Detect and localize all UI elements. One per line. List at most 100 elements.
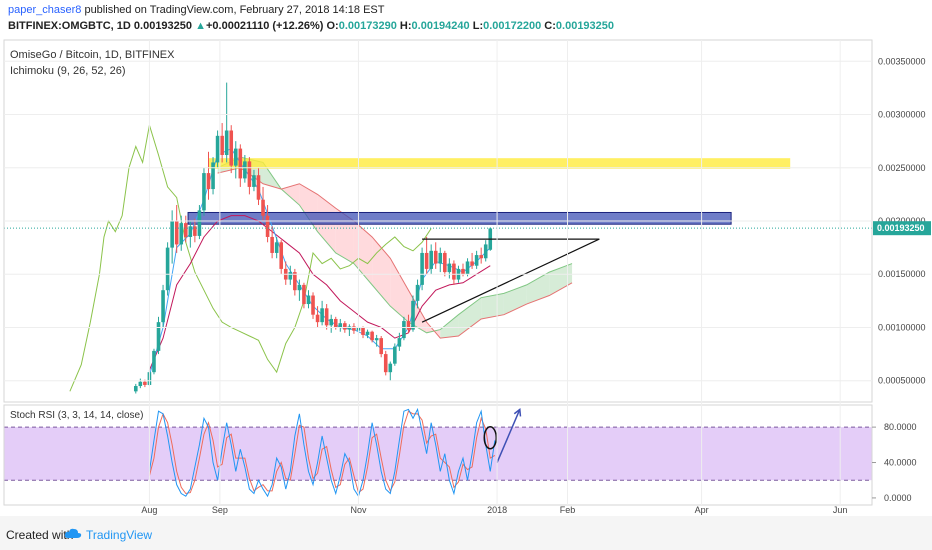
candle-body[interactable] <box>333 318 338 328</box>
stoch-d-line <box>148 410 496 495</box>
candle-body[interactable] <box>211 162 215 190</box>
candle-body[interactable] <box>202 173 206 211</box>
candle-body[interactable] <box>165 247 170 291</box>
change-value: +0.00021110 (+12.26%) <box>205 20 324 32</box>
ichimoku-cloud-segment <box>390 258 409 323</box>
blue-resistance-zone[interactable] <box>187 211 732 225</box>
candle-body[interactable] <box>293 272 297 291</box>
author-link[interactable]: paper_chaser8 <box>8 4 82 16</box>
annotation-circle[interactable] <box>483 425 498 450</box>
high-value: 0.00194240 <box>411 20 470 32</box>
candle-body[interactable] <box>465 261 470 275</box>
candle-body[interactable] <box>311 295 315 315</box>
price-axis-label: 0.00150000 <box>878 269 926 279</box>
stoch-rsi-pane[interactable] <box>4 407 872 498</box>
candle-body[interactable] <box>156 322 161 351</box>
candle-body[interactable] <box>197 210 202 236</box>
candle-body[interactable] <box>224 130 229 155</box>
chart-header: paper_chaser8 published on TradingView.c… <box>0 0 932 36</box>
candle-body[interactable] <box>374 338 379 341</box>
price-pane[interactable] <box>4 82 872 394</box>
candle-body[interactable] <box>361 327 365 335</box>
stoch-legend[interactable]: Stoch RSI (3, 3, 14, 14, close) <box>10 410 143 421</box>
candle-body[interactable] <box>352 326 356 331</box>
candle-body[interactable] <box>365 331 370 335</box>
stoch-axis-label: 0.0000 <box>884 493 912 503</box>
yellow-resistance-zone[interactable] <box>208 158 791 169</box>
tradingview-link[interactable]: TradingView <box>86 528 153 542</box>
candle-body[interactable] <box>397 338 402 347</box>
candle-body[interactable] <box>320 308 324 323</box>
candle-body[interactable] <box>406 321 411 330</box>
annotation-arrow[interactable] <box>496 409 521 463</box>
candle-body[interactable] <box>238 148 243 179</box>
candle-body[interactable] <box>433 250 438 264</box>
candle-body[interactable] <box>206 173 211 190</box>
candle-body[interactable] <box>174 221 179 245</box>
annotation-arrow-head <box>513 407 522 417</box>
candle-body[interactable] <box>188 226 193 237</box>
candle-body[interactable] <box>415 284 420 301</box>
candle-body[interactable] <box>443 252 447 273</box>
ichimoku-cloud-segment <box>458 297 482 336</box>
candle-body[interactable] <box>143 381 147 385</box>
candle-body[interactable] <box>179 223 184 245</box>
candle-body[interactable] <box>252 175 256 187</box>
candle-body[interactable] <box>479 255 483 259</box>
candle-body[interactable] <box>302 284 306 305</box>
candle-body[interactable] <box>183 223 188 237</box>
candle-body[interactable] <box>347 326 352 330</box>
candle-body[interactable] <box>402 321 406 339</box>
candle-body[interactable] <box>229 130 234 166</box>
candle-body[interactable] <box>379 338 383 355</box>
candle-body[interactable] <box>388 363 393 373</box>
chart-canvas[interactable]: 0.00350000 0.00300000 0.00250000 0.00200000… <box>0 36 932 516</box>
candle-body[interactable] <box>152 350 156 373</box>
candle-body[interactable] <box>343 323 347 330</box>
symbol-label: BITFINEX:OMGBTC, 1D <box>8 20 131 32</box>
candle-body[interactable] <box>424 252 429 269</box>
candle-body[interactable] <box>315 314 320 323</box>
candle-body[interactable] <box>215 135 220 163</box>
candle-body[interactable] <box>170 221 174 248</box>
candle-body[interactable] <box>270 236 274 253</box>
candle-body[interactable] <box>306 295 311 305</box>
candle-body[interactable] <box>193 226 197 236</box>
ohlc-line: BITFINEX:OMGBTC, 1D 0.00193250 ▲+0.00021… <box>8 20 614 32</box>
candle-body[interactable] <box>133 386 138 392</box>
stoch-k-line <box>148 407 496 498</box>
candle-body[interactable] <box>233 148 238 166</box>
candle-body[interactable] <box>370 331 374 341</box>
triangle-bottom-line[interactable] <box>421 238 600 323</box>
candle-body[interactable] <box>338 323 343 328</box>
candle-body[interactable] <box>420 252 424 285</box>
candle-body[interactable] <box>256 175 261 200</box>
candle-body[interactable] <box>470 261 474 266</box>
candle-body[interactable] <box>261 199 265 216</box>
candle-body[interactable] <box>297 284 302 291</box>
candle-body[interactable] <box>265 215 270 237</box>
candle-body[interactable] <box>429 250 433 269</box>
candle-body[interactable] <box>383 354 388 373</box>
candle-body[interactable] <box>161 290 165 323</box>
candle-body[interactable] <box>411 300 415 330</box>
candle-body[interactable] <box>474 255 479 266</box>
price-axis-label: 0.00350000 <box>878 56 926 66</box>
candle-body[interactable] <box>447 263 452 273</box>
candle-body[interactable] <box>324 308 329 326</box>
candle-body[interactable] <box>438 252 443 264</box>
candle-body[interactable] <box>288 272 293 280</box>
candle-body[interactable] <box>247 161 252 187</box>
candle-body[interactable] <box>138 381 143 387</box>
candle-body[interactable] <box>279 242 284 269</box>
candle-body[interactable] <box>329 318 334 326</box>
candle-body[interactable] <box>220 135 224 155</box>
candle-body[interactable] <box>393 346 397 364</box>
candle-body[interactable] <box>483 244 488 259</box>
ichimoku-legend[interactable]: Ichimoku (9, 26, 52, 26) <box>10 65 126 77</box>
candle-body[interactable] <box>461 268 465 275</box>
publish-line: paper_chaser8 published on TradingView.c… <box>8 4 385 16</box>
candle-body[interactable] <box>274 242 279 253</box>
candle-body[interactable] <box>243 161 247 179</box>
candle-body[interactable] <box>452 263 456 280</box>
